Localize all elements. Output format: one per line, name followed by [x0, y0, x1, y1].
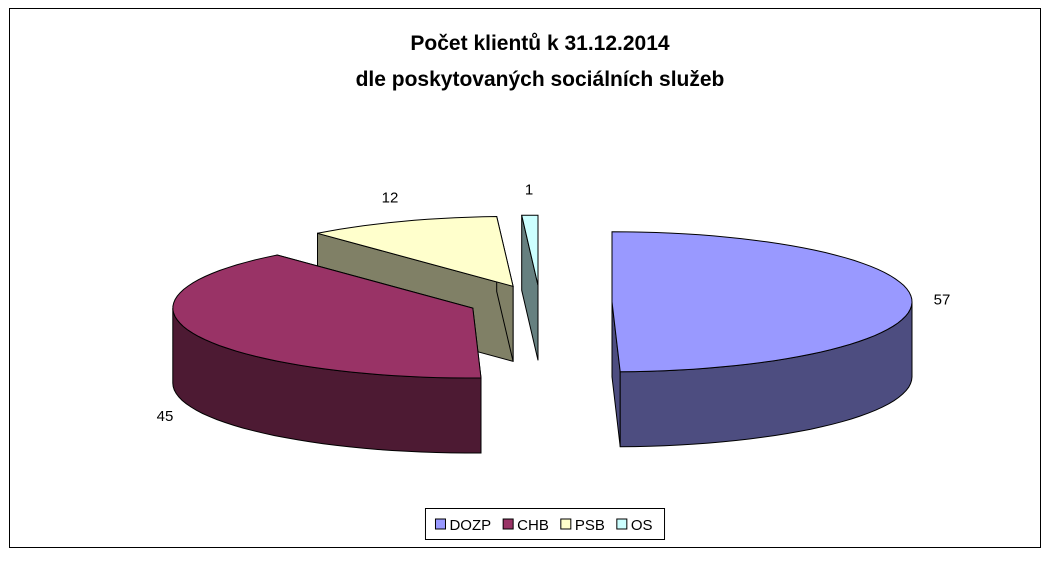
legend-swatch: [434, 518, 446, 530]
pie-slice: [611, 231, 913, 448]
pie-slice: [521, 214, 539, 361]
slice-top: [611, 231, 913, 373]
legend-swatch: [616, 518, 628, 530]
legend-swatch: [502, 518, 514, 530]
data-label: 1: [525, 182, 533, 199]
data-label: 45: [157, 408, 174, 425]
legend-swatch: [560, 518, 572, 530]
chart-frame: [9, 8, 1041, 548]
slice-top: [172, 254, 482, 379]
data-label: 12: [382, 190, 399, 207]
legend-label: CHB: [517, 517, 549, 534]
pie: 57 45 12 1: [157, 182, 951, 454]
legend: DOZP CHB PSB OS: [424, 508, 666, 540]
pie-slice: [172, 254, 482, 454]
legend-label: PSB: [575, 517, 605, 534]
legend-label: OS: [631, 517, 653, 534]
chart-title: Počet klientů k 31.12.2014: [410, 32, 669, 55]
chart-title: dle poskytovaných sociálních služeb: [356, 68, 725, 91]
slice-top: [521, 214, 539, 286]
data-label: 57: [934, 291, 951, 308]
slice-top: [317, 215, 514, 288]
legend-label: DOZP: [449, 517, 491, 534]
